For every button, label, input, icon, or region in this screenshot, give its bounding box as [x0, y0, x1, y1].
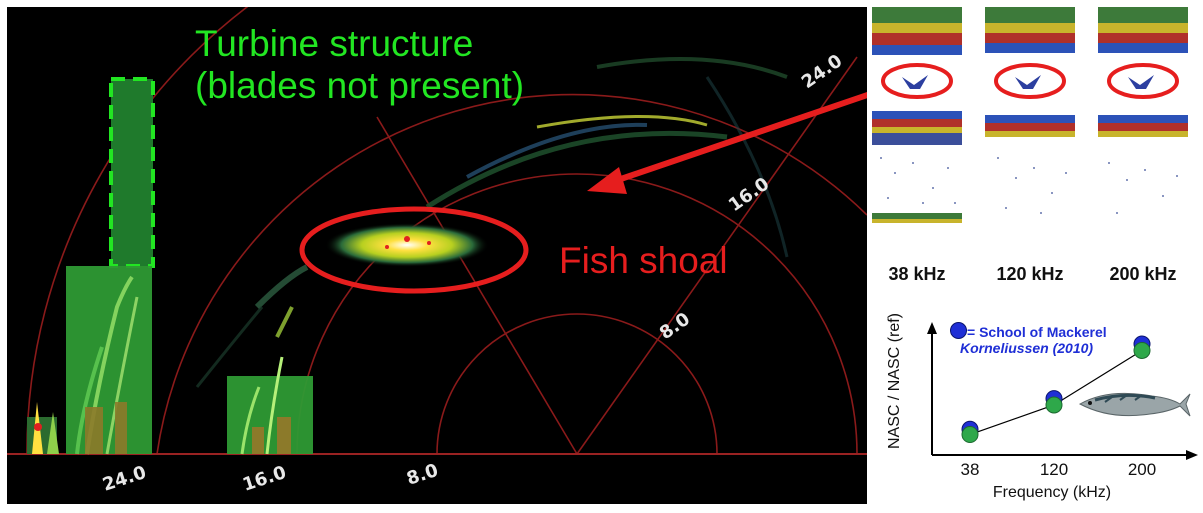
turbine-annotation-line2: (blades not present) [195, 65, 525, 106]
turbine-upper-dashed [109, 77, 155, 268]
x-axis-label: Frequency (kHz) [992, 484, 1112, 501]
y-axis-arrow [927, 322, 937, 334]
range-ring-8 [436, 313, 718, 455]
arc-label-24: 24.0 [798, 50, 846, 93]
data-point-series2-120 [1045, 396, 1063, 414]
echogram-38khz [872, 7, 962, 257]
echogram-200khz [1098, 7, 1188, 257]
axis-label-16: 16.0 [240, 462, 289, 496]
range-ring-16 [296, 173, 858, 455]
fish-shoal-echo [325, 223, 489, 267]
legend-text: = School of Mackerel [967, 324, 1107, 340]
x-tick-38: 38 [960, 460, 980, 479]
sonar-svg: 24.0 16.0 8.0 24.0 16.0 8.0 [7, 7, 867, 496]
frequency-response-chart: = School of Mackerel Korneliussen (2010)… [872, 290, 1203, 508]
data-point-series2-200 [1133, 341, 1151, 359]
x-tick-200: 200 [1127, 460, 1157, 479]
turbine-annotation: Turbine structure (blades not present) [195, 23, 524, 107]
echogram-label-38: 38 kHz [888, 264, 946, 284]
x-tick-120: 120 [1039, 460, 1069, 479]
echogram-label-200: 200 kHz [1109, 264, 1177, 284]
frequency-chart-svg [927, 322, 1198, 460]
sonar-display: 24.0 16.0 8.0 24.0 16.0 8.0 Turbine stru… [7, 7, 867, 504]
arc-label-8: 8.0 [656, 309, 694, 344]
echo-returns [195, 57, 789, 388]
range-ring-32 [26, 7, 249, 455]
data-point-series2-38 [961, 426, 979, 444]
pointer-arrow [587, 91, 867, 194]
echogram-120-svg [985, 7, 1075, 214]
axis-label-24: 24.0 [100, 462, 149, 496]
mackerel-fish-icon [1078, 392, 1191, 417]
echogram-label-120: 120 kHz [996, 264, 1064, 284]
legend: = School of Mackerel [950, 322, 1107, 340]
fish-shoal-label: Fish shoal [559, 240, 728, 281]
citation: Korneliussen (2010) [960, 340, 1094, 356]
turbine-lower [66, 266, 152, 454]
structure-block-2 [227, 376, 313, 454]
axis-label-8: 8.0 [404, 460, 441, 490]
echogram-38-svg [872, 7, 962, 223]
bearing-line-right [576, 56, 858, 455]
x-axis-arrow [1186, 450, 1198, 460]
turbine-annotation-line1: Turbine structure [195, 23, 474, 64]
echogram-200-svg [1098, 7, 1188, 214]
seabed-echoes [27, 402, 59, 454]
legend-marker [950, 322, 967, 339]
echogram-120khz [985, 7, 1075, 257]
fish-shoal-outline [299, 206, 529, 294]
y-axis-label: NASC / NASC (ref) [886, 313, 903, 450]
